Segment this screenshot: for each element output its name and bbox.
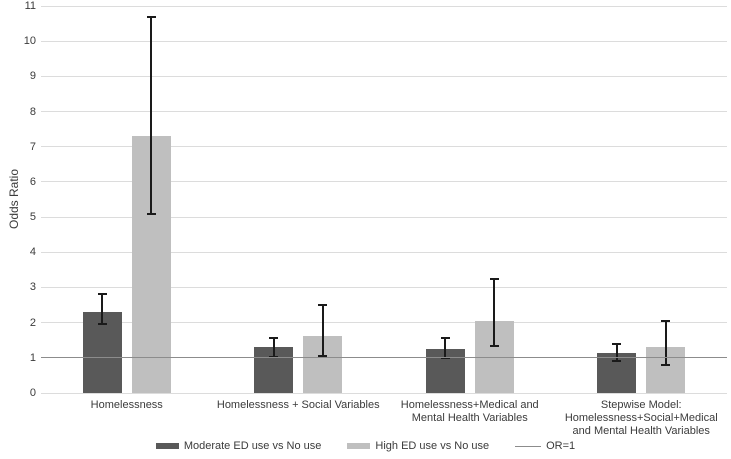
- x-axis-category-label: Homelessness: [90, 399, 163, 411]
- gridline: [41, 111, 727, 113]
- y-tick-label: 7: [29, 140, 36, 153]
- legend-label: OR=1: [546, 440, 576, 452]
- legend-item-moderate-ed-use: Moderate ED use vs No use: [155, 440, 322, 452]
- error-bar-cap: [269, 355, 279, 358]
- error-bar-line: [493, 278, 496, 346]
- error-bar-cap: [318, 355, 328, 358]
- gridline: [41, 146, 727, 148]
- y-tick-label: 2: [29, 316, 36, 329]
- y-tick-label: 9: [29, 70, 36, 83]
- gridline: [41, 181, 727, 183]
- gridline: [41, 286, 727, 288]
- error-bar-line: [615, 343, 618, 362]
- legend-label: High ED use vs No use: [375, 440, 490, 452]
- y-tick-label: 10: [23, 35, 36, 48]
- gridline: [41, 216, 727, 218]
- y-tick-label: 0: [29, 387, 36, 399]
- x-axis-category-label: Homelessness+Medical and Mental Health V…: [400, 399, 539, 424]
- error-bar-cap: [661, 363, 671, 366]
- gridline: [41, 5, 727, 7]
- gridline: [41, 40, 727, 42]
- error-bar-cap: [661, 319, 671, 322]
- error-bar-line: [321, 305, 324, 357]
- error-bar-cap: [440, 337, 450, 340]
- error-bar-line: [664, 320, 667, 365]
- y-tick-label: 5: [29, 211, 36, 224]
- x-axis-category-labels: Homelessness Homelessness + Social Variab…: [41, 399, 727, 438]
- gridline: [41, 251, 727, 253]
- legend-swatch-high-icon: [347, 443, 371, 449]
- error-bar-cap: [269, 336, 279, 339]
- x-axis-category-label: Stepwise Model: Homelessness+Social+Medi…: [564, 399, 718, 437]
- error-bar-cap: [318, 304, 328, 307]
- x-axis-category-label: Homelessness + Social Variables: [216, 399, 380, 411]
- reference-line-or1: [41, 357, 727, 359]
- y-tick-label: 1: [29, 351, 36, 364]
- gridline: [41, 75, 727, 77]
- error-bar-line: [272, 337, 275, 357]
- legend: Moderate ED use vs No use High ED use vs …: [0, 440, 731, 452]
- error-bar-cap: [489, 277, 499, 280]
- y-tick-label: 3: [29, 281, 36, 294]
- error-bar-cap: [97, 293, 107, 296]
- error-bar-cap: [146, 15, 156, 18]
- error-bar-cap: [146, 212, 156, 215]
- plot-area: [41, 5, 727, 394]
- y-axis-tick-labels: 0 1 2 3 4 5 6 7 8 9 10 11: [0, 0, 36, 399]
- bar-moderate-ed-use: [82, 312, 122, 393]
- y-tick-label: 6: [29, 175, 36, 188]
- error-bar-line: [444, 338, 447, 358]
- error-bar-line: [150, 16, 153, 214]
- legend-label: Moderate ED use vs No use: [183, 440, 322, 452]
- gridline: [41, 392, 727, 394]
- y-tick-label: 11: [24, 0, 36, 12]
- y-tick-label: 4: [29, 246, 36, 259]
- error-bar-cap: [489, 344, 499, 347]
- error-bar-cap: [97, 323, 107, 326]
- legend-item-reference-line: OR=1: [515, 440, 575, 452]
- error-bar-line: [101, 294, 104, 325]
- error-bar-cap: [612, 342, 622, 345]
- legend-item-high-ed-use: High ED use vs No use: [347, 440, 489, 452]
- gridline: [41, 322, 727, 324]
- legend-swatch-line-icon: [515, 445, 542, 447]
- error-bar-cap: [612, 360, 622, 363]
- y-tick-label: 8: [29, 105, 36, 118]
- legend-swatch-moderate-icon: [155, 443, 179, 449]
